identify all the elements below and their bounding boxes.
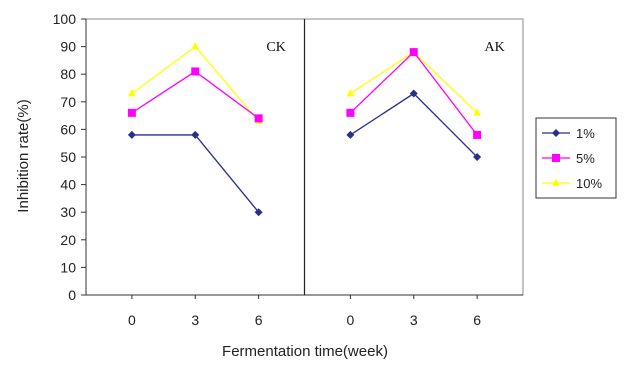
data-point-square <box>409 48 418 57</box>
data-point-triangle <box>346 88 355 97</box>
data-point-square <box>254 114 263 123</box>
y-tick-label: 20 <box>60 232 76 248</box>
panel-label: AK <box>484 40 504 55</box>
series <box>127 41 482 217</box>
data-point-square <box>191 67 200 76</box>
data-point-diamond <box>346 130 355 139</box>
data-point-triangle <box>191 41 200 50</box>
legend-item: 1% <box>542 126 595 141</box>
data-point-diamond <box>473 153 482 161</box>
ticks: 0 10 20 30 40 50 60 70 80 90 100 0 3 6 CK 0 3 6 AK <box>53 11 505 328</box>
y-tick-label: 100 <box>53 11 77 27</box>
data-point-diamond <box>409 89 418 98</box>
legend-label: 1% <box>576 126 595 141</box>
series-5pct <box>127 67 263 123</box>
x-tick-label: 0 <box>128 312 136 328</box>
data-point-diamond <box>191 130 200 139</box>
data-point-square <box>346 108 355 117</box>
legend-label: 10% <box>576 176 602 191</box>
x-tick-label: 6 <box>473 312 481 328</box>
y-tick-label: 30 <box>60 204 76 220</box>
axes <box>85 18 524 296</box>
legend: 1% 5% 10% <box>535 117 617 199</box>
y-tick-label: 60 <box>60 121 76 137</box>
data-point-square <box>552 154 560 162</box>
series-10pct <box>346 47 481 116</box>
x-axis-title: Fermentation time(week) <box>222 343 388 360</box>
x-tick-label: 3 <box>191 312 199 328</box>
series-line <box>350 51 478 114</box>
data-point-triangle <box>473 108 481 116</box>
legend-item: 5% <box>542 151 595 166</box>
series-line <box>131 134 260 213</box>
x-tick-label: 0 <box>346 312 354 328</box>
y-tick-label: 70 <box>60 94 76 110</box>
legend-label: 5% <box>576 151 595 166</box>
data-point-triangle <box>552 178 560 186</box>
series-line <box>350 92 478 158</box>
panel-label: CK <box>266 40 285 55</box>
data-point-square <box>473 130 482 139</box>
x-tick-label: 3 <box>410 312 418 328</box>
data-point-diamond <box>552 129 560 137</box>
y-tick-label: 40 <box>60 177 76 193</box>
series-1pct <box>127 130 263 217</box>
y-tick-label: 90 <box>60 39 76 55</box>
series-5pct <box>346 48 482 139</box>
data-point-square <box>127 108 136 117</box>
legend-item: 10% <box>542 176 602 191</box>
series-1pct <box>346 89 482 161</box>
y-tick-label: 10 <box>60 259 76 275</box>
data-point-triangle <box>128 88 136 97</box>
series-line <box>131 45 260 122</box>
data-point-diamond <box>127 130 136 139</box>
series-10pct <box>128 41 263 124</box>
data-point-diamond <box>254 208 263 217</box>
y-tick-label: 80 <box>60 66 76 82</box>
x-tick-label: 6 <box>255 312 263 328</box>
series-line <box>131 70 260 119</box>
y-tick-label: 50 <box>60 149 76 165</box>
y-axis-title: Inhibition rate(%) <box>15 99 32 212</box>
y-tick-label: 0 <box>68 287 76 303</box>
